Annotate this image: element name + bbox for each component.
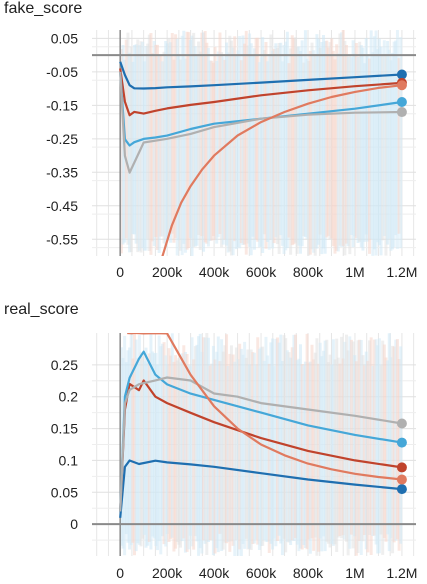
series-end-point-2[interactable]: [396, 437, 407, 448]
x-tick-label: 200k: [152, 565, 183, 581]
x-tick-label: 600k: [246, 565, 277, 581]
y-tick-label: 0.1: [59, 452, 79, 468]
series-line-3: [119, 71, 402, 174]
chart-title: real_score: [4, 301, 79, 318]
y-tick-label: -0.25: [46, 131, 78, 147]
raw-data-noise: [119, 333, 403, 556]
x-tick-label: 400k: [199, 264, 230, 280]
y-tick-label: 0.15: [51, 421, 78, 437]
fake-score-panel: fake_score 0.05 -0.05 -0.15 -0.25 -0.35 -0.45…: [4, 0, 417, 280]
series-end-point-3[interactable]: [396, 418, 407, 429]
y-tick-label: 0.2: [59, 389, 79, 405]
x-tick-label: 200k: [152, 264, 183, 280]
x-tick-label: 1.2M: [386, 565, 417, 581]
y-tick-label: -0.15: [46, 97, 78, 113]
fake-score-chart: 0.05 -0.05 -0.15 -0.25 -0.35 -0.45 -0.55 0 200k 4…: [46, 30, 417, 280]
y-tick-label: -0.55: [46, 231, 78, 247]
series-end-point-4[interactable]: [396, 474, 407, 485]
real-score-chart: 0.25 0.2 0.15 0.1 0.05 0 0 200k 400k 600k 800k 1M 1.…: [51, 333, 417, 581]
series-line-1: [119, 68, 402, 117]
series-line-0: [119, 459, 403, 518]
x-tick-label: 800k: [293, 264, 324, 280]
y-tick-label: 0.25: [51, 357, 78, 373]
series-line-4: [161, 84, 403, 256]
series-end-point-2[interactable]: [396, 96, 407, 107]
x-tick-label: 0: [116, 264, 124, 280]
x-tick-label: 400k: [199, 565, 230, 581]
x-tick-label: 1.2M: [386, 264, 417, 280]
chart-title: fake_score: [4, 0, 83, 17]
y-tick-label: 0.05: [51, 30, 78, 46]
real-score-panel: real_score 0.25 0.2 0.15 0.1 0.05 0 0 200k 400k 6…: [0, 292, 427, 584]
x-tick-label: 0: [116, 565, 124, 581]
series-end-point-1[interactable]: [396, 462, 407, 473]
y-tick-label: 0: [70, 516, 78, 532]
y-tick-label: -0.05: [46, 64, 78, 80]
x-tick-label: 600k: [246, 264, 277, 280]
series-line-1: [119, 379, 403, 512]
y-tick-label: -0.45: [46, 198, 78, 214]
series-line-4: [127, 333, 403, 481]
series-line-2: [119, 350, 403, 512]
series-line-3: [119, 376, 403, 512]
x-tick-label: 1M: [345, 565, 364, 581]
raw-data-noise: [119, 30, 403, 256]
series-end-point-4[interactable]: [396, 80, 407, 91]
x-tick-label: 800k: [293, 565, 324, 581]
series-end-point-0[interactable]: [396, 484, 407, 495]
series-end-point-0[interactable]: [396, 69, 407, 80]
y-tick-label: 0.05: [51, 484, 78, 500]
x-tick-label: 1M: [345, 264, 364, 280]
y-tick-label: -0.35: [46, 164, 78, 180]
series-end-point-3[interactable]: [396, 107, 407, 118]
series-line-0: [119, 61, 402, 90]
